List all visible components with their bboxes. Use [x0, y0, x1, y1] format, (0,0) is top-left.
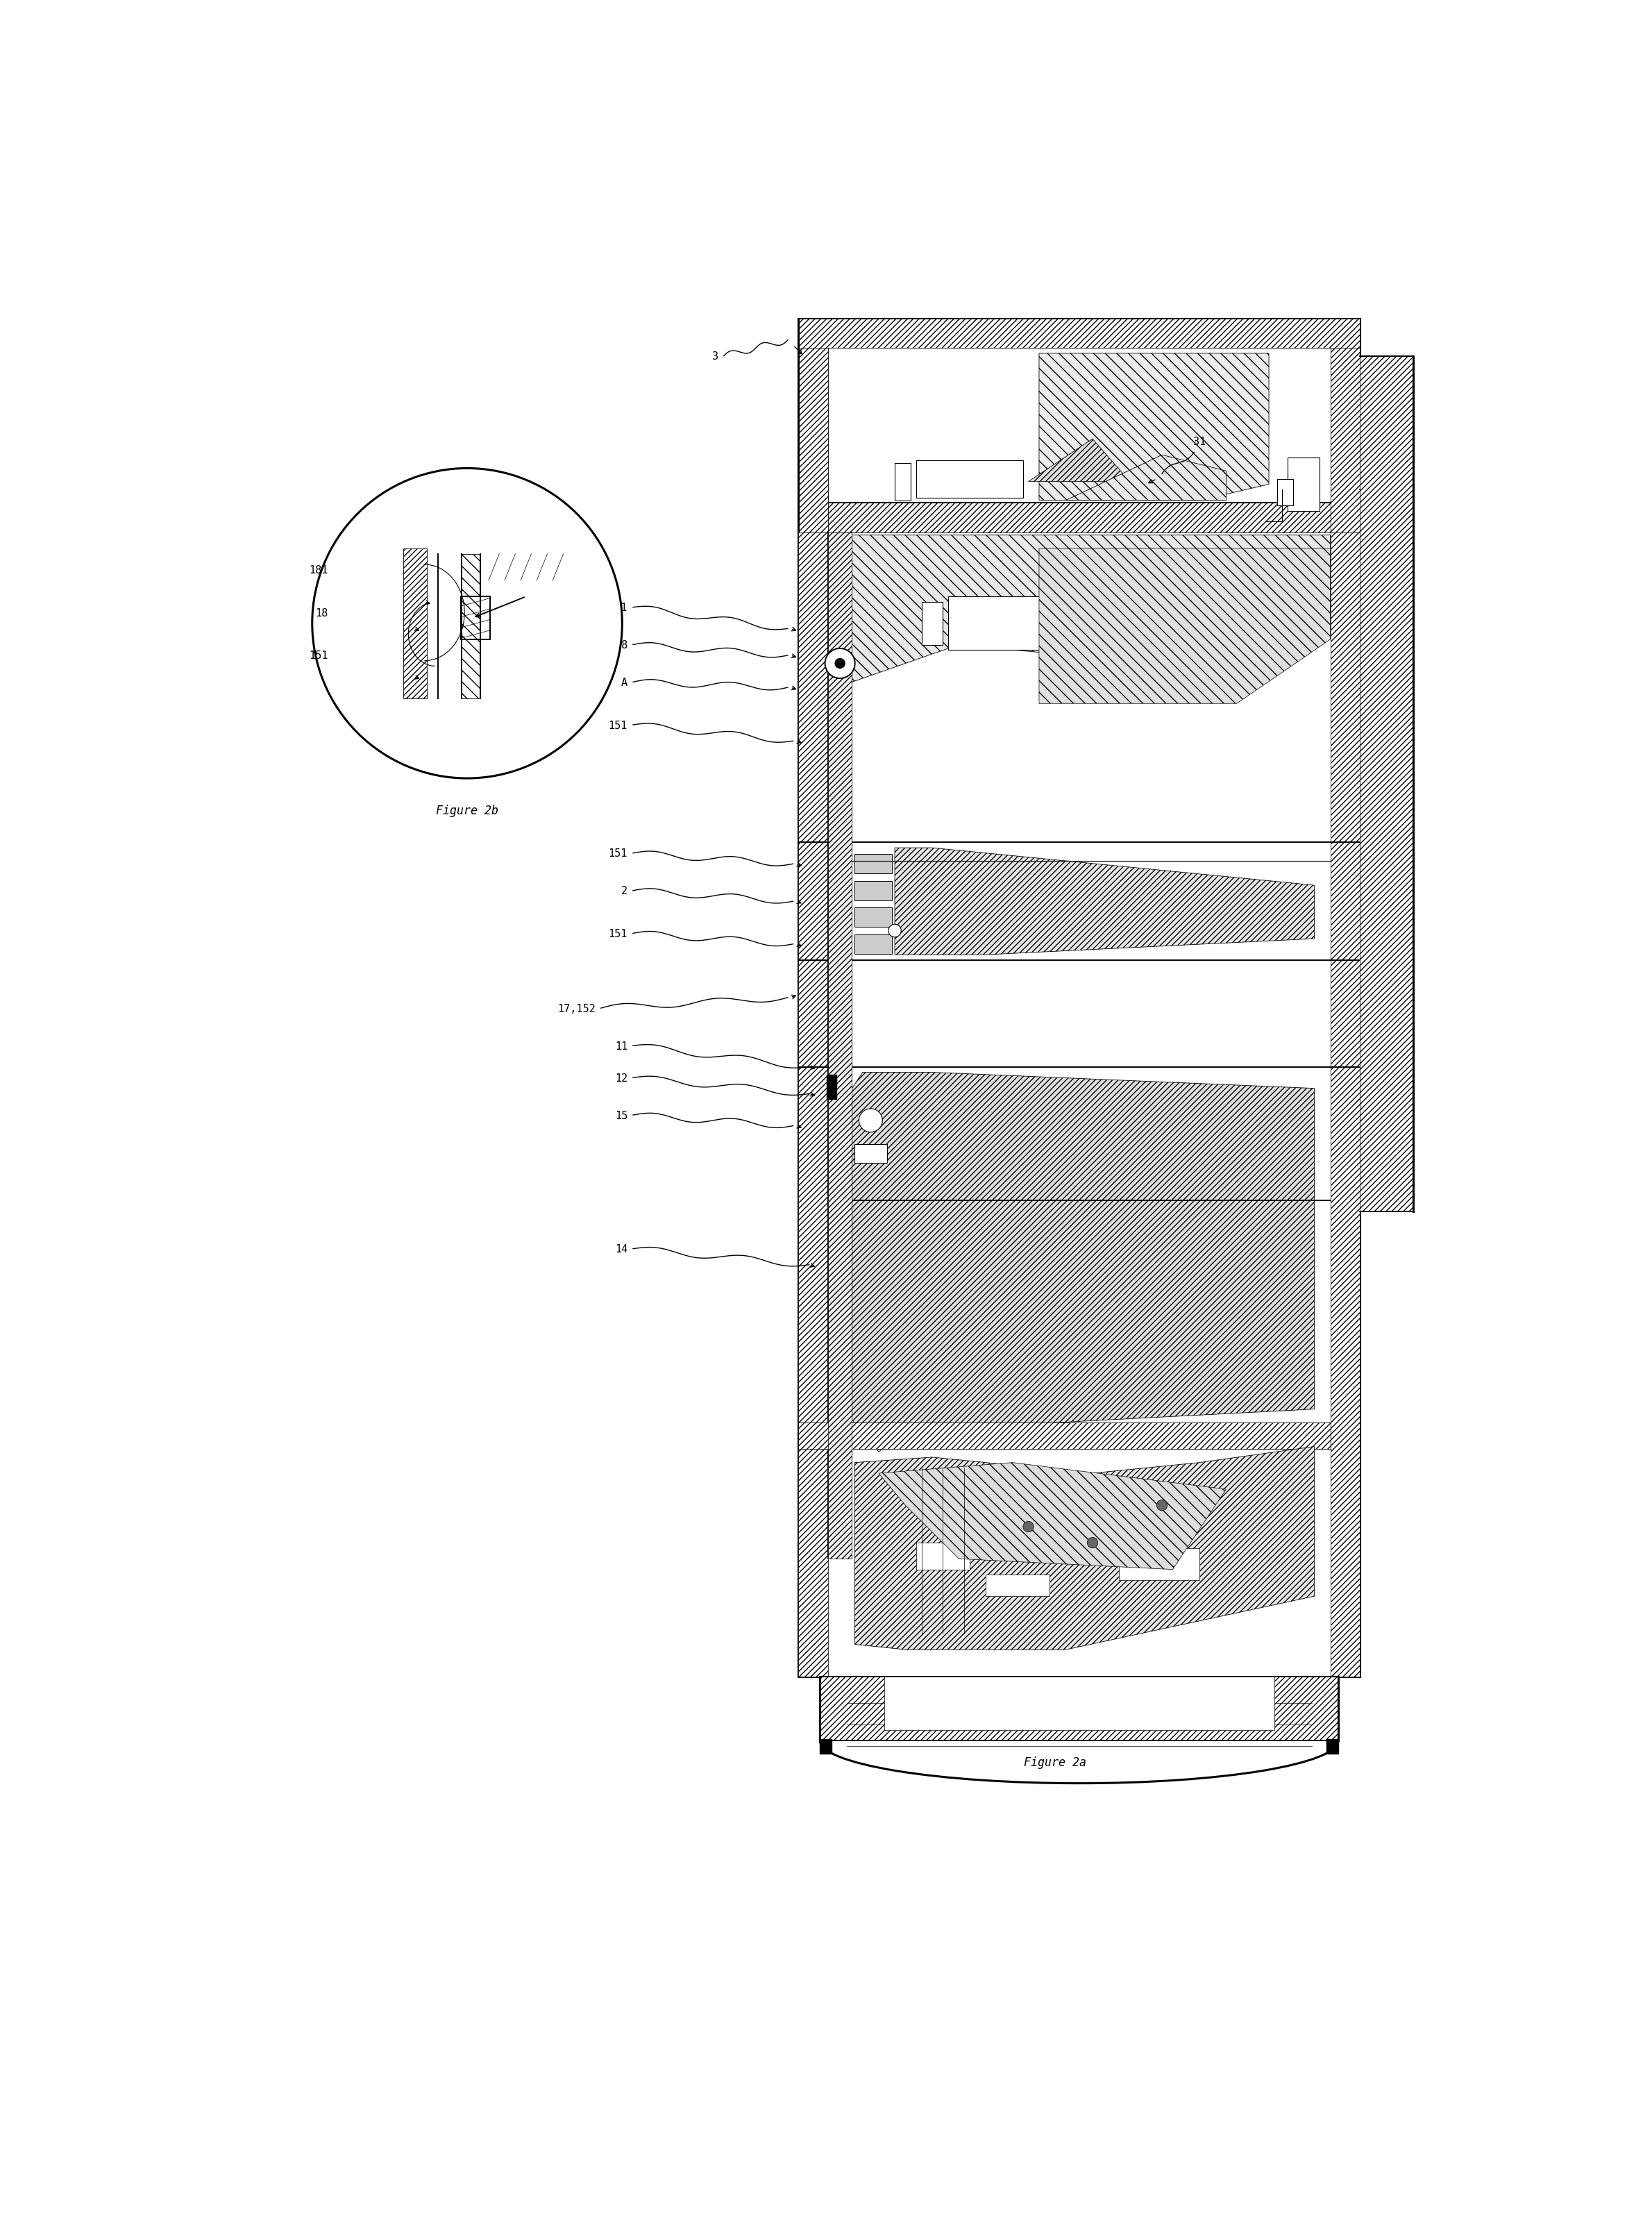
Bar [895, 464, 910, 500]
Polygon shape [1039, 355, 1269, 500]
Circle shape [1087, 1538, 1099, 1549]
Bar [1120, 1549, 1199, 1580]
Text: 18: 18 [316, 607, 329, 618]
Bar [798, 319, 828, 533]
Polygon shape [852, 1074, 1315, 1453]
Bar [461, 596, 491, 641]
Text: 17,152: 17,152 [557, 1004, 595, 1013]
Circle shape [1023, 1522, 1034, 1531]
Bar [1330, 319, 1360, 533]
Polygon shape [854, 1446, 1315, 1649]
Polygon shape [879, 1462, 1226, 1569]
Bar [917, 460, 1023, 498]
Bar [1277, 480, 1294, 507]
Polygon shape [1028, 440, 1130, 482]
Polygon shape [1066, 455, 1226, 500]
Bar [463, 554, 481, 699]
Text: 151: 151 [309, 650, 329, 661]
Text: A: A [621, 676, 628, 687]
Bar [828, 1076, 836, 1100]
Circle shape [859, 1109, 882, 1132]
Text: Figure 2a: Figure 2a [1024, 1757, 1087, 1768]
Circle shape [1156, 1500, 1168, 1511]
Bar [986, 1576, 1049, 1596]
Circle shape [889, 924, 902, 937]
Bar [1287, 458, 1320, 511]
Bar [828, 504, 1330, 533]
Bar [1066, 1507, 1108, 1558]
Bar [854, 882, 892, 899]
Circle shape [312, 469, 623, 779]
Text: 151: 151 [608, 929, 628, 940]
Bar [922, 603, 943, 645]
Polygon shape [1039, 549, 1330, 703]
Circle shape [834, 658, 846, 670]
Text: 14: 14 [615, 1243, 628, 1254]
Bar [403, 549, 428, 699]
Bar [798, 1422, 1330, 1449]
Bar [819, 1739, 831, 1754]
Text: 15: 15 [615, 1109, 628, 1120]
Text: 181: 181 [309, 565, 329, 576]
Polygon shape [852, 536, 1330, 683]
Bar [854, 1145, 887, 1163]
Text: 11: 11 [615, 1040, 628, 1051]
Bar [1327, 1739, 1338, 1754]
Bar [798, 533, 828, 1676]
Text: 31: 31 [1193, 437, 1206, 446]
Bar [948, 596, 1120, 650]
Bar [884, 1676, 1274, 1730]
Text: 151: 151 [608, 848, 628, 859]
Text: 12: 12 [615, 1074, 628, 1083]
Text: Figure 2b: Figure 2b [436, 804, 499, 817]
Circle shape [824, 650, 856, 679]
Bar [828, 533, 852, 1558]
Bar [854, 908, 892, 926]
Text: 18: 18 [615, 641, 628, 650]
Bar [798, 319, 1360, 348]
Bar [854, 935, 892, 953]
Text: 181: 181 [608, 603, 628, 614]
Bar [1360, 357, 1412, 1212]
Text: 151: 151 [608, 721, 628, 730]
Bar [1360, 357, 1412, 491]
Bar [1330, 533, 1360, 1676]
Bar [917, 1542, 970, 1569]
Text: 3: 3 [712, 350, 719, 362]
Bar [854, 855, 892, 875]
Text: 2: 2 [621, 886, 628, 897]
Bar [819, 1676, 1338, 1741]
Polygon shape [895, 848, 1315, 955]
